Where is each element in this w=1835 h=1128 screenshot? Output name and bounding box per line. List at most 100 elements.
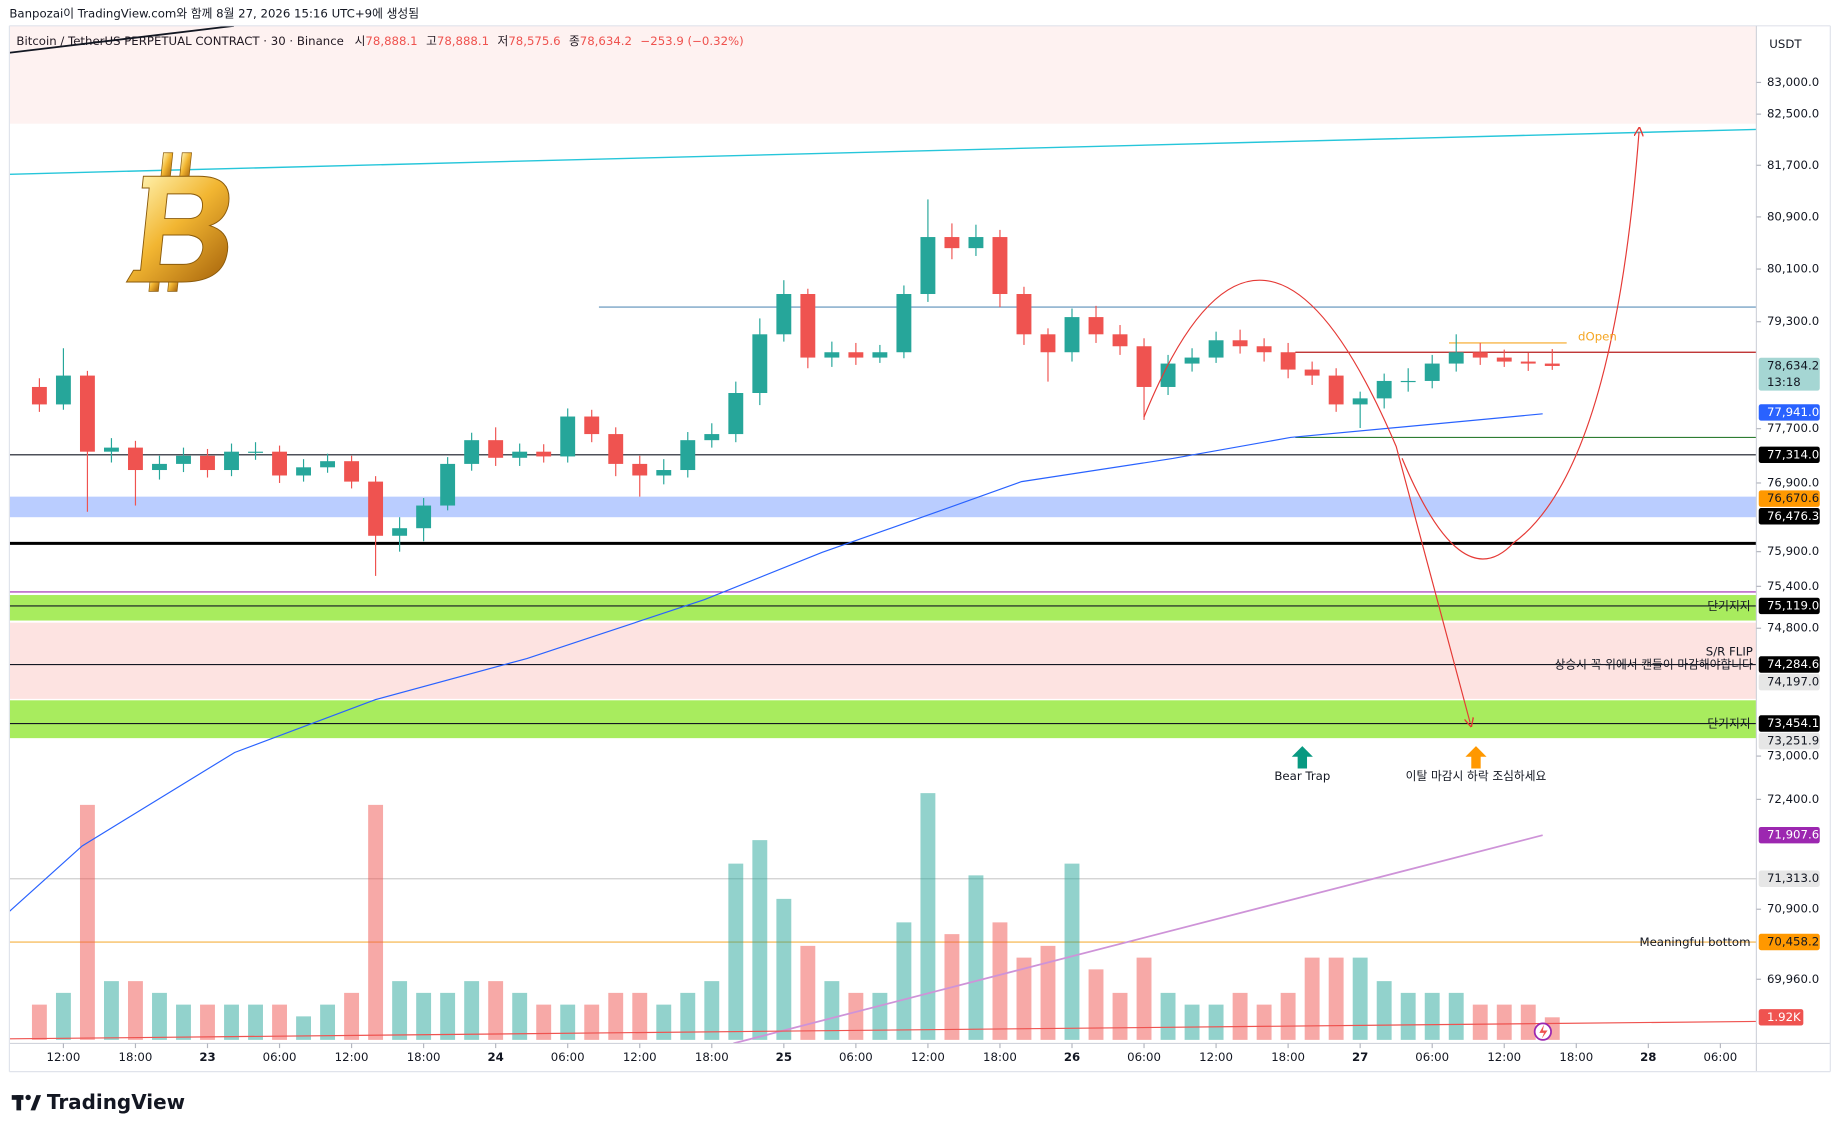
candle-body (392, 528, 408, 536)
candle-body (992, 237, 1008, 295)
price-label-sub: 13:18 (1767, 375, 1801, 389)
volume-bar (488, 981, 504, 1040)
candle-body (1448, 352, 1464, 364)
price-label: 70,458.2 (1767, 935, 1819, 949)
currency: USDT (1769, 37, 1802, 51)
volume-bar (248, 1004, 263, 1040)
candle-body (1304, 369, 1320, 376)
candle-body (944, 237, 960, 249)
price-label-box (1758, 673, 1820, 691)
volume-bar (1520, 1004, 1536, 1040)
brand: TradingView (11, 1090, 185, 1114)
volume (31, 793, 1560, 1040)
ohlc-label: 시 (355, 34, 366, 48)
price-label: 76,670.6 (1767, 491, 1819, 505)
volume-bar (1232, 992, 1248, 1040)
candle-body (272, 451, 287, 476)
candle-body (296, 467, 311, 476)
candle-body (416, 505, 432, 529)
y-tick-label: 74,800.0 (1767, 621, 1819, 635)
trend-line (9, 128, 1757, 175)
price-label: 71,907.6 (1767, 828, 1819, 842)
y-tick-label: 82,500.0 (1767, 107, 1819, 121)
volume-label-box (1758, 1009, 1804, 1026)
volume-bar (344, 992, 360, 1040)
x-tick-label: 28 (1640, 1050, 1656, 1064)
volume-bar (79, 804, 95, 1040)
volume-label: 1.92K (1767, 1010, 1801, 1024)
candle-body (1160, 363, 1176, 387)
price-label-box (1758, 490, 1820, 507)
y-tick-label: 75,900.0 (1767, 544, 1819, 558)
volume-bar (1064, 863, 1080, 1040)
candle-body (872, 352, 888, 358)
volume-bar (320, 1004, 336, 1040)
volume-bar (55, 992, 71, 1040)
volume-bar (512, 992, 528, 1040)
y-tick-label: 83,000.0 (1767, 75, 1819, 89)
candle-body (584, 416, 600, 435)
price-label: 74,284.6 (1767, 657, 1819, 671)
price-label-box (1758, 870, 1820, 887)
trend-line (9, 413, 1543, 912)
candle-body (440, 463, 456, 506)
zone (9, 25, 1757, 124)
candle-body (1328, 375, 1344, 405)
y-tick-label: 80,100.0 (1767, 262, 1819, 276)
candle-body (1544, 363, 1560, 366)
volume-bar (1448, 992, 1464, 1040)
x-tick-label: 06:00 (839, 1050, 873, 1064)
volume-bar (464, 981, 480, 1040)
zone (9, 496, 1757, 518)
volume-bar (1088, 969, 1104, 1040)
candle-body (55, 375, 71, 405)
volume-bar (1376, 981, 1392, 1040)
x-tick-label: 06:00 (1703, 1050, 1737, 1064)
candle-body (320, 461, 336, 468)
ohlc-value: 78,888.1 (365, 34, 417, 48)
volume-bar (440, 992, 456, 1040)
volume-bar (728, 863, 744, 1040)
candle-body (1016, 294, 1032, 335)
candle-body (632, 463, 648, 476)
caption: Banpozai이 TradingView.com와 함께 8월 27, 202… (9, 7, 419, 21)
x-tick-label: 26 (1064, 1050, 1080, 1064)
candle-body (800, 294, 816, 358)
candle-body (968, 237, 984, 249)
volume-bar (968, 875, 984, 1040)
volume-bar (560, 1004, 576, 1040)
price-label-box (1758, 404, 1820, 421)
zone (9, 622, 1757, 699)
candle-body (896, 294, 912, 353)
candle-body (776, 294, 792, 335)
x-tick-label: 18:00 (119, 1050, 153, 1064)
candle-body (920, 237, 936, 295)
candle-body (1472, 352, 1488, 358)
symbol-line: Bitcoin / TetherUS PERPETUAL CONTRACT · … (16, 34, 743, 48)
y-tick-label: 75,400.0 (1767, 579, 1819, 593)
volume-bar (656, 1004, 672, 1040)
price-axis: 83,000.0 82,500.0 81,700.0 80,900.0 80,100.0… (1756, 75, 1820, 1026)
volume-bar (1328, 957, 1344, 1040)
candle-body (1376, 380, 1392, 399)
candle-body (464, 440, 480, 464)
volume-bar (608, 992, 624, 1040)
x-tick-label: 27 (1352, 1050, 1368, 1064)
volume-bar (1112, 992, 1128, 1040)
x-tick-label: 06:00 (1127, 1050, 1161, 1064)
warning-label: 이탈 마감시 하락 조심하세요 (1406, 769, 1547, 783)
levels (9, 306, 1757, 943)
candle-body (728, 393, 744, 435)
dopen-label: dOpen (1578, 330, 1617, 344)
volume-bar (1496, 1004, 1512, 1040)
volume-bar (368, 804, 384, 1040)
volume-bar (128, 981, 143, 1040)
price-label: 73,454.1 (1767, 716, 1819, 730)
volume-bar (392, 981, 408, 1040)
candle-body (104, 447, 119, 452)
candle-body (1064, 317, 1080, 353)
volume-bar (176, 1004, 191, 1040)
scenario-arrow (1401, 132, 1639, 560)
price-label: 71,313.0 (1767, 871, 1819, 885)
